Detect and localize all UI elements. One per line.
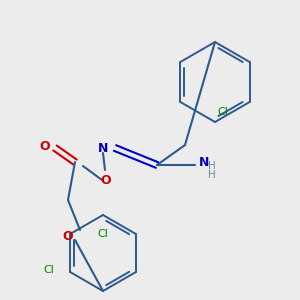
Text: H: H: [208, 161, 216, 171]
Text: H: H: [208, 170, 216, 180]
Text: Cl: Cl: [217, 107, 228, 117]
Text: O: O: [101, 173, 111, 187]
Text: N: N: [199, 155, 209, 169]
Text: Cl: Cl: [98, 229, 108, 239]
Text: O: O: [40, 140, 50, 152]
Text: N: N: [98, 142, 108, 154]
Text: O: O: [63, 230, 73, 242]
Text: Cl: Cl: [43, 265, 54, 275]
